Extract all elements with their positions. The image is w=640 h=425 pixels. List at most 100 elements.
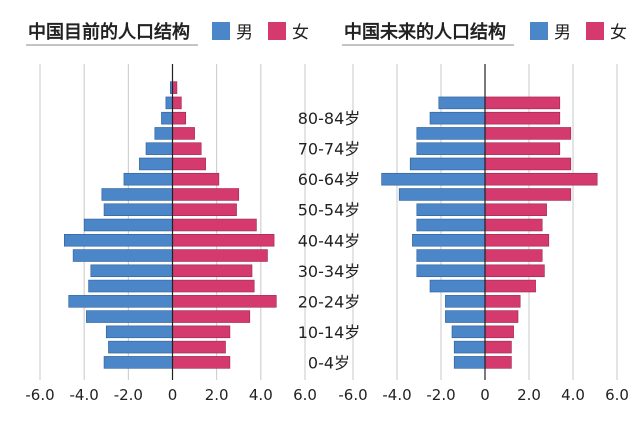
male-bar-10-14 xyxy=(451,325,486,339)
female-bar-80-84 xyxy=(484,111,561,125)
chart-title: 中国目前的人口结构 xyxy=(28,21,190,43)
male-bar-40-44 xyxy=(412,234,486,247)
female-bar-15-19 xyxy=(484,310,519,323)
x-tick-label: 0 xyxy=(480,386,490,404)
female-bar-85-89 xyxy=(172,96,182,110)
x-tick-label: -6.0 xyxy=(338,386,367,404)
female-bar-0-4 xyxy=(484,356,512,369)
male-bar-0-4 xyxy=(103,356,173,369)
x-tick-label: -2.0 xyxy=(426,386,455,404)
x-tick-label: 6.0 xyxy=(293,386,317,404)
male-bar-20-24 xyxy=(445,295,486,308)
female-bar-50-54 xyxy=(484,203,547,216)
female-bar-10-14 xyxy=(484,325,514,339)
male-bar-55-59 xyxy=(398,188,486,201)
female-bar-70-74 xyxy=(484,142,561,155)
female-bar-40-44 xyxy=(484,234,550,247)
male-bar-10-14 xyxy=(105,325,173,339)
x-tick-label: -2.0 xyxy=(114,386,143,404)
male-bar-55-59 xyxy=(101,188,173,201)
male-bar-20-24 xyxy=(68,295,173,308)
male-bar-65-69 xyxy=(409,157,486,171)
male-bar-15-19 xyxy=(86,310,173,323)
male-bar-5-9 xyxy=(108,340,173,354)
male-bar-35-39 xyxy=(72,249,173,262)
x-tick-label: -4.0 xyxy=(382,386,411,404)
female-bar-35-39 xyxy=(172,249,268,262)
female-bar-85-89 xyxy=(484,96,561,110)
age-group-label: 10-14岁 xyxy=(298,323,361,342)
chart-title: 中国未来的人口结构 xyxy=(344,21,506,43)
x-tick-label: 6.0 xyxy=(605,386,629,404)
male-bar-75-79 xyxy=(154,127,173,140)
male-bar-80-84 xyxy=(161,111,173,125)
female-bar-5-9 xyxy=(484,340,512,354)
chart-panel-2: -6.0 -4.0 -2.0 0 2.0 4.0 6.0 中国未来的人口结构 男 女 xyxy=(338,21,629,404)
legend-label-male: 男 xyxy=(554,23,571,43)
male-bar-85-89 xyxy=(165,96,173,110)
male-bar-15-19 xyxy=(445,310,486,323)
x-tick-label: -4.0 xyxy=(70,386,99,404)
female-bar-75-79 xyxy=(172,127,195,140)
male-bar-40-44 xyxy=(63,234,173,247)
male-bar-0-4 xyxy=(453,356,486,369)
female-bar-30-34 xyxy=(484,264,545,278)
x-tick-label: 2.0 xyxy=(517,386,541,404)
male-bar-60-64 xyxy=(381,172,486,186)
male-bar-80-84 xyxy=(429,111,486,125)
male-bar-35-39 xyxy=(416,249,486,262)
age-group-label: 20-24岁 xyxy=(298,292,361,311)
female-bar-70-74 xyxy=(172,142,202,155)
age-group-label: 30-34岁 xyxy=(298,262,361,281)
female-bar-25-29 xyxy=(172,279,255,293)
chart-panel-1: -6.0 -4.0 -2.0 0 2.0 4.0 6.0 中国目前的人口结构 男 女 xyxy=(25,21,317,404)
x-tick-label: 2.0 xyxy=(205,386,229,404)
male-bar-50-54 xyxy=(416,203,486,216)
female-bar-40-44 xyxy=(172,234,275,247)
female-bar-90+ xyxy=(172,81,178,94)
female-bar-65-69 xyxy=(484,157,572,171)
age-group-label: 60-64岁 xyxy=(298,170,361,189)
female-bar-10-14 xyxy=(172,325,231,339)
age-group-label: 40-44岁 xyxy=(298,231,361,250)
male-bar-30-34 xyxy=(416,264,486,278)
male-bar-45-49 xyxy=(83,218,173,232)
female-bar-60-64 xyxy=(172,172,220,186)
male-bar-70-74 xyxy=(416,142,486,155)
x-tick-label: 4.0 xyxy=(561,386,585,404)
female-bar-5-9 xyxy=(172,340,226,354)
legend-label-female: 女 xyxy=(292,23,309,43)
male-bar-70-74 xyxy=(145,142,173,155)
male-bar-85-89 xyxy=(438,96,486,110)
female-bar-15-19 xyxy=(172,310,251,323)
female-bar-30-34 xyxy=(172,264,253,278)
legend-label-male: 男 xyxy=(236,23,253,43)
x-tick-label: -6.0 xyxy=(25,386,54,404)
male-bar-25-29 xyxy=(88,279,173,293)
age-group-label: 80-84岁 xyxy=(298,109,361,128)
legend-swatch-male xyxy=(212,22,230,40)
legend-swatch-female xyxy=(586,22,604,40)
female-bar-20-24 xyxy=(172,295,277,308)
legend-swatch-female xyxy=(268,22,286,40)
male-bar-60-64 xyxy=(123,172,173,186)
legend-label-female: 女 xyxy=(610,23,627,43)
age-group-label: 50-54岁 xyxy=(298,201,361,220)
female-bar-50-54 xyxy=(172,203,237,216)
female-bar-35-39 xyxy=(484,249,543,262)
female-bar-45-49 xyxy=(172,218,257,232)
age-group-label: 0-4岁 xyxy=(308,353,350,372)
female-bar-80-84 xyxy=(172,111,187,125)
x-tick-label: 4.0 xyxy=(249,386,273,404)
female-bar-55-59 xyxy=(172,188,240,201)
male-bar-25-29 xyxy=(429,279,486,293)
male-bar-30-34 xyxy=(90,264,173,278)
legend-swatch-male xyxy=(530,22,548,40)
male-bar-75-79 xyxy=(416,127,486,140)
x-tick-label: 0 xyxy=(168,386,178,404)
female-bar-45-49 xyxy=(484,218,543,232)
male-bar-50-54 xyxy=(103,203,173,216)
female-bar-60-64 xyxy=(484,172,598,186)
